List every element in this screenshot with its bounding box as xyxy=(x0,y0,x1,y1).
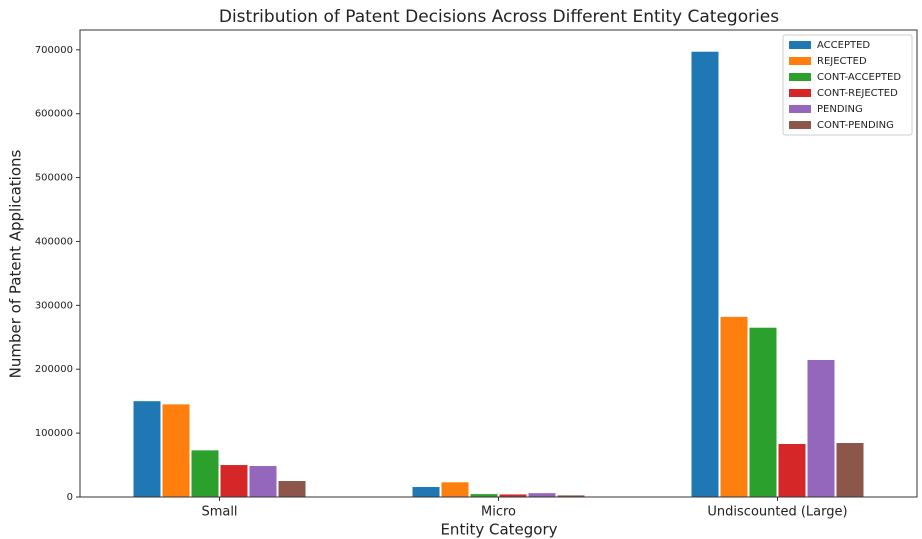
legend-label: ACCEPTED xyxy=(817,40,870,51)
legend-swatch xyxy=(789,41,811,49)
bar xyxy=(807,359,835,497)
y-tick-label: 700000 xyxy=(35,45,73,56)
legend-label: CONT-PENDING xyxy=(817,120,894,131)
bar xyxy=(249,466,277,497)
bar xyxy=(778,443,806,497)
bar xyxy=(412,487,440,497)
y-tick-label: 400000 xyxy=(35,236,73,247)
y-tick-label: 300000 xyxy=(35,300,73,311)
x-tick-label: Small xyxy=(201,505,237,520)
legend-swatch xyxy=(789,57,811,65)
y-tick-label: 0 xyxy=(67,492,73,503)
bar xyxy=(162,404,190,497)
bar xyxy=(470,494,498,497)
y-tick-label: 500000 xyxy=(35,173,73,184)
bar xyxy=(528,493,556,497)
y-tick-label: 100000 xyxy=(35,428,73,439)
x-axis-label: Entity Category xyxy=(440,521,557,539)
x-tick-label: Micro xyxy=(481,505,516,520)
bar xyxy=(499,494,527,497)
chart-title: Distribution of Patent Decisions Across … xyxy=(219,7,779,27)
bar xyxy=(749,327,777,497)
bar xyxy=(133,401,161,497)
bar xyxy=(836,443,864,497)
x-tick-label: Undiscounted (Large) xyxy=(707,505,847,520)
bar xyxy=(278,481,306,497)
y-axis-label: Number of Patent Applications xyxy=(7,149,25,378)
plot-frame xyxy=(79,29,918,498)
legend-swatch xyxy=(789,105,811,113)
bar xyxy=(220,465,248,497)
legend-label: REJECTED xyxy=(817,56,867,67)
legend-swatch xyxy=(789,89,811,97)
legend-label: PENDING xyxy=(817,104,863,115)
legend-swatch xyxy=(789,121,811,129)
bar xyxy=(691,51,719,497)
y-tick-label: 600000 xyxy=(35,109,73,120)
legend-box xyxy=(782,34,913,136)
bar xyxy=(441,482,469,497)
legend-label: CONT-REJECTED xyxy=(817,88,898,99)
bar xyxy=(191,450,219,497)
bar xyxy=(557,495,585,497)
legend-swatch xyxy=(789,73,811,81)
y-tick-label: 200000 xyxy=(35,364,73,375)
bar xyxy=(720,316,748,497)
legend-label: CONT-ACCEPTED xyxy=(817,72,901,83)
